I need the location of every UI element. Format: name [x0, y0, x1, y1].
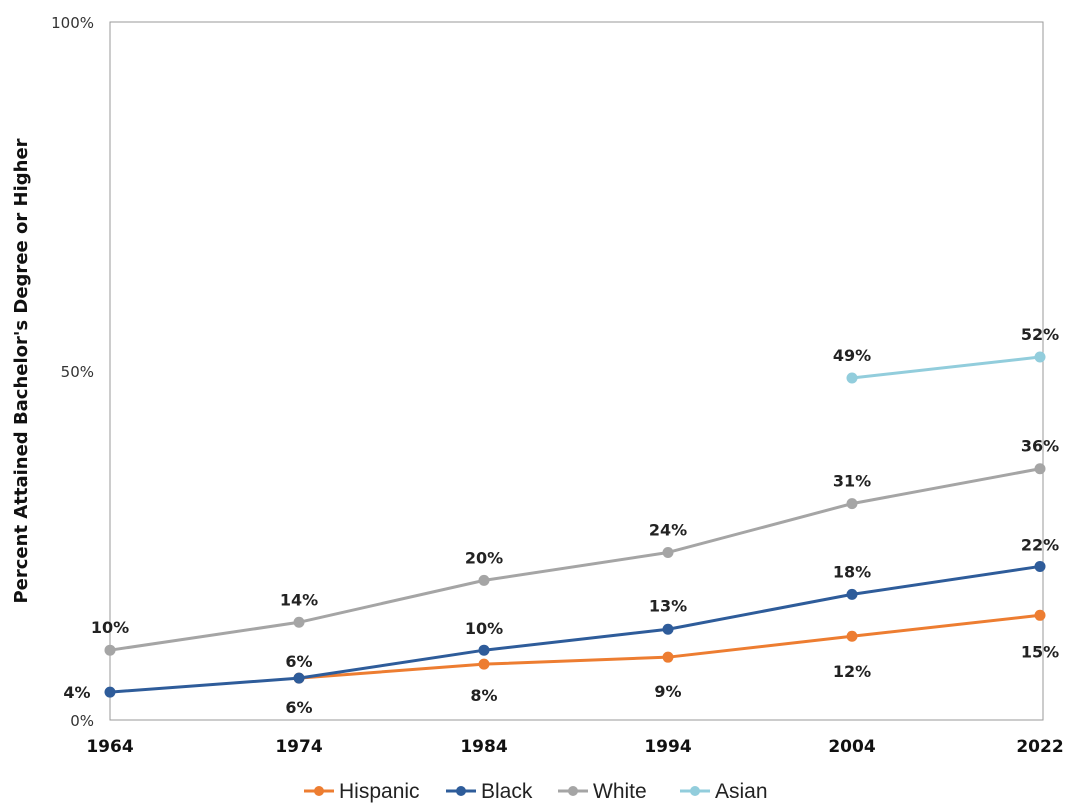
x-tick-label: 2022: [1016, 737, 1063, 757]
data-label-white: 31%: [833, 472, 871, 491]
data-label-black: 22%: [1021, 535, 1059, 554]
data-label-asian: 52%: [1021, 325, 1059, 344]
data-label-black: 10%: [465, 619, 503, 638]
data-label-hispanic: 6%: [285, 652, 312, 671]
data-point-black: [662, 623, 674, 635]
data-point-black: [293, 672, 305, 684]
data-labels: 6% 8% 9% 12% 15% 4% 6% 10% 13% 18% 22% 10% 14% 20% 24%…: [63, 325, 1059, 717]
y-axis-ticks: 0% 50% 100%: [51, 14, 94, 730]
series-line-black: [109, 564, 1041, 694]
data-label-white: 20%: [465, 548, 503, 567]
x-tick-label: 1994: [644, 737, 691, 757]
data-label-black: 6%: [285, 698, 312, 717]
legend-label-white: White: [593, 780, 647, 803]
y-axis-label: Percent Attained Bachelor's Degree or Hi…: [11, 138, 32, 603]
legend-marker-white: [568, 786, 578, 796]
data-label-hispanic: 9%: [654, 682, 681, 701]
data-point-white: [104, 644, 116, 656]
data-point-black: [104, 686, 116, 698]
x-tick-label: 1974: [275, 737, 322, 757]
y-tick-label: 0%: [70, 712, 94, 730]
data-label-asian: 49%: [833, 346, 871, 365]
data-point-black: [1034, 560, 1046, 572]
y-tick-label: 100%: [51, 14, 94, 32]
data-label-black: 4%: [63, 683, 90, 702]
data-label-white: 36%: [1021, 437, 1059, 456]
data-point-white: [478, 574, 490, 586]
data-point-white: [1034, 463, 1046, 475]
legend-marker-asian: [690, 786, 700, 796]
plot-area: [109, 21, 1044, 721]
data-point-hispanic: [846, 630, 858, 642]
x-axis-ticks: 1964 1974 1984 1994 2004 2022: [86, 737, 1063, 757]
legend-label-asian: Asian: [715, 780, 768, 803]
data-label-hispanic: 12%: [833, 662, 871, 681]
data-point-asian: [846, 372, 858, 384]
data-point-white: [293, 616, 305, 628]
data-label-white: 24%: [649, 520, 687, 539]
legend-marker-hispanic: [314, 786, 324, 796]
data-point-hispanic: [662, 651, 674, 663]
data-label-hispanic: 15%: [1021, 642, 1059, 661]
legend-marker-black: [456, 786, 466, 796]
data-point-black: [478, 644, 490, 656]
data-label-black: 18%: [833, 562, 871, 581]
x-tick-label: 2004: [828, 737, 875, 757]
data-point-white: [662, 546, 674, 558]
data-point-hispanic: [1034, 609, 1046, 621]
legend: Hispanic Black White Asian: [304, 780, 768, 803]
series-line-white: [109, 467, 1041, 652]
data-point-white: [846, 498, 858, 510]
data-label-hispanic: 8%: [470, 686, 497, 705]
legend-label-black: Black: [481, 780, 533, 803]
y-tick-label: 50%: [61, 363, 94, 381]
x-tick-label: 1984: [460, 737, 507, 757]
series-group: [104, 351, 1046, 698]
data-label-white: 10%: [91, 618, 129, 637]
x-tick-label: 1964: [86, 737, 133, 757]
data-label-white: 14%: [280, 590, 318, 609]
data-point-asian: [1034, 351, 1046, 363]
legend-label-hispanic: Hispanic: [339, 780, 420, 803]
data-point-hispanic: [478, 658, 490, 670]
data-point-black: [846, 588, 858, 600]
data-label-black: 13%: [649, 596, 687, 615]
series-line-asian: [851, 355, 1041, 380]
